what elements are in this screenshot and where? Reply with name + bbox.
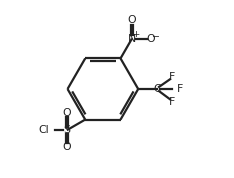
Text: F: F (169, 72, 175, 82)
Text: N: N (128, 33, 136, 44)
Text: C: C (154, 84, 161, 94)
Text: −: − (152, 31, 160, 40)
Text: O: O (146, 33, 155, 44)
Text: O: O (128, 15, 136, 25)
Text: S: S (63, 125, 70, 135)
Text: F: F (169, 97, 175, 107)
Text: O: O (62, 108, 71, 118)
Text: F: F (177, 84, 183, 94)
Text: O: O (62, 142, 71, 152)
Text: +: + (132, 30, 139, 39)
Text: Cl: Cl (39, 125, 49, 135)
